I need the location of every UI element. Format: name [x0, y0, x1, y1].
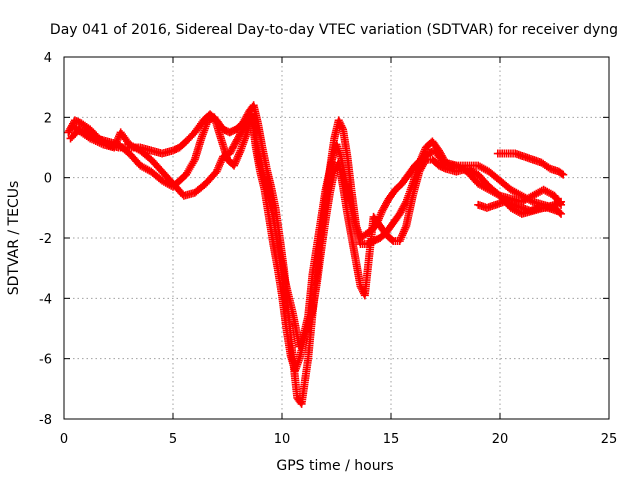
data-point: [335, 118, 344, 127]
x-tick-label: 0: [60, 432, 68, 447]
y-tick-label: -2: [39, 232, 52, 247]
series-5: [474, 197, 561, 215]
data-point: [557, 200, 566, 209]
data-point: [544, 163, 553, 172]
y-tick-label: 2: [44, 111, 52, 126]
x-tick-label: 10: [274, 432, 291, 447]
data-point: [247, 118, 256, 127]
data-point: [338, 123, 347, 132]
y-tick-label: -6: [39, 353, 52, 368]
series-4: [493, 149, 568, 179]
x-tick-label: 20: [492, 432, 509, 447]
y-axis-title: SDTVAR / TECUs: [6, 181, 22, 296]
series-3: [68, 113, 566, 351]
data-point: [245, 113, 254, 122]
y-tick-label: 0: [44, 172, 52, 187]
chart-title: Day 041 of 2016, Sidereal Day-to-day VTE…: [50, 22, 618, 38]
axis-ticks: 0 5 10 15 20 25 -8 -6 -4 -2 0 2 4: [39, 51, 617, 447]
grid-lines: [64, 57, 609, 419]
data-point: [387, 235, 396, 244]
data-point: [494, 190, 503, 199]
data-point: [334, 116, 343, 125]
data-point: [552, 206, 561, 215]
data-point: [555, 199, 564, 208]
x-tick-label: 15: [383, 432, 400, 447]
data-point: [337, 121, 346, 130]
y-tick-label: -8: [39, 413, 52, 428]
data-points: [64, 101, 568, 408]
y-tick-label: -4: [39, 292, 52, 307]
data-point: [246, 115, 255, 124]
data-point: [559, 170, 568, 179]
x-tick-label: 25: [601, 432, 618, 447]
data-point: [248, 120, 257, 129]
data-point: [336, 119, 345, 128]
y-tick-label: 4: [44, 51, 52, 66]
x-tick-label: 5: [169, 432, 177, 447]
x-axis-title: GPS time / hours: [276, 458, 393, 474]
data-point: [557, 169, 566, 178]
data-point: [247, 116, 256, 125]
data-point: [557, 209, 566, 218]
